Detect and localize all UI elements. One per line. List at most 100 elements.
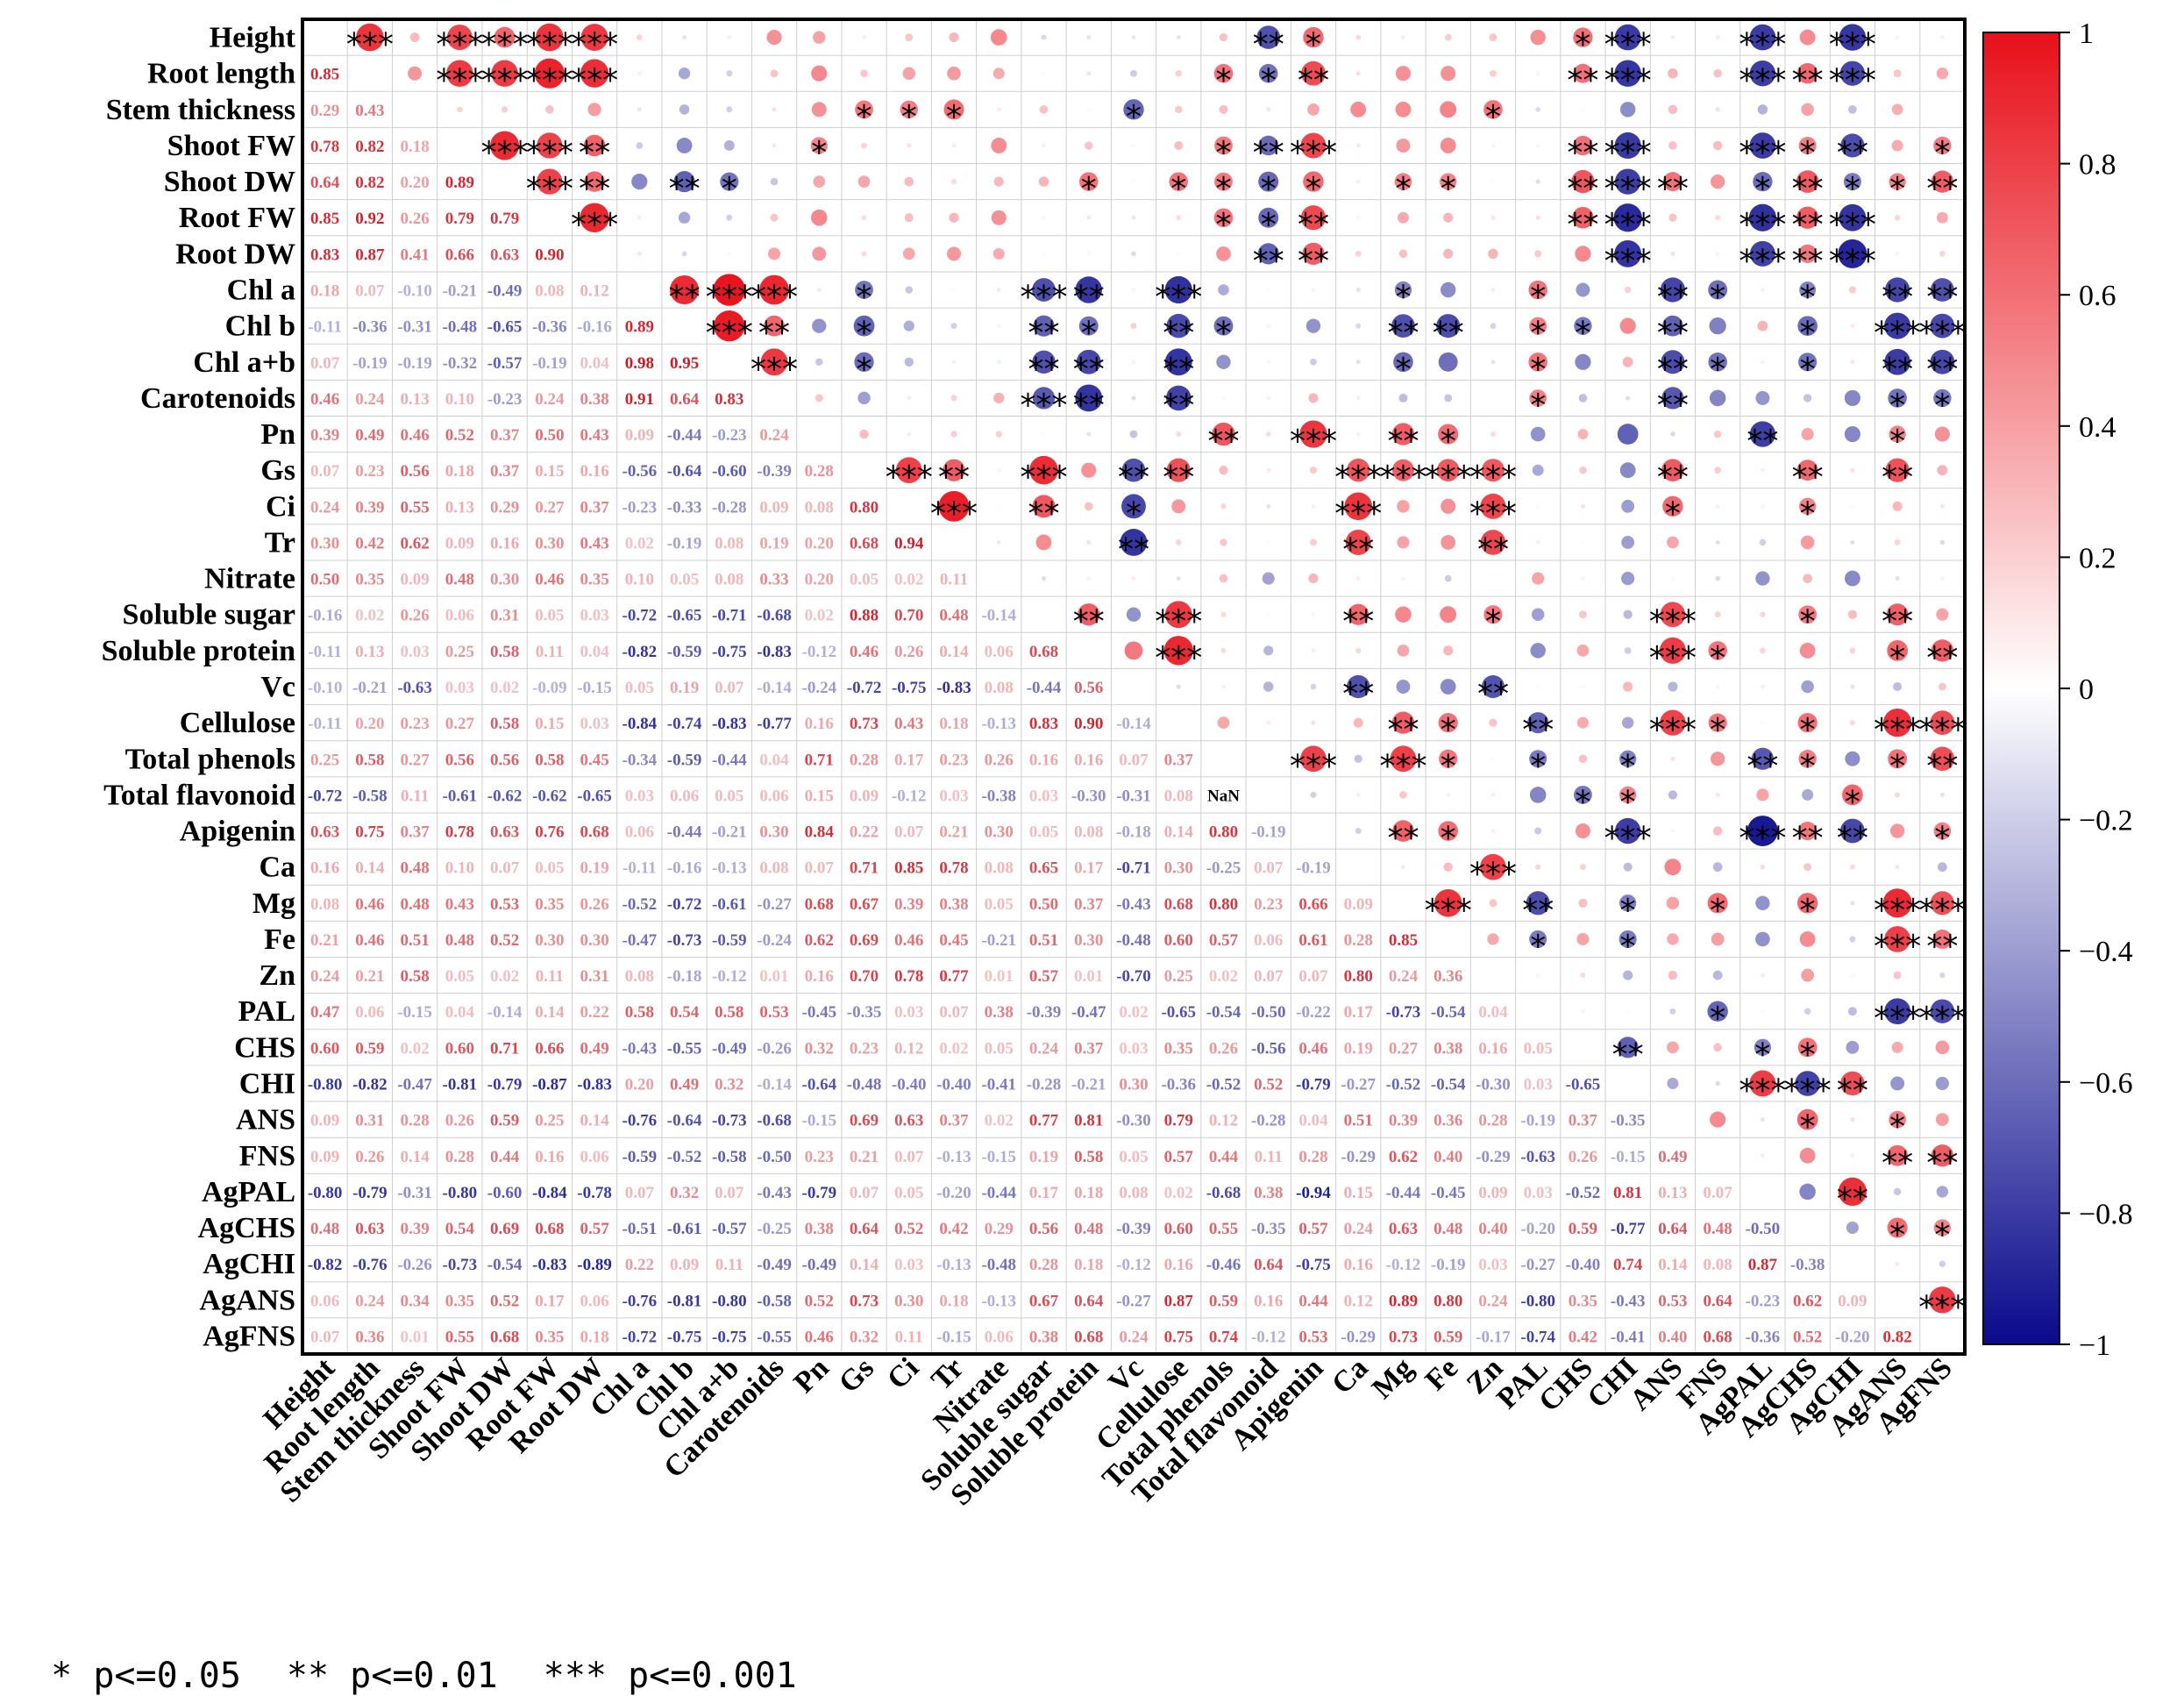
significance-stars: ** — [1792, 171, 1824, 207]
corr-value-label: 0.36 — [1433, 1112, 1462, 1130]
corr-value-label: -0.65 — [1161, 1003, 1196, 1022]
corr-circle — [1710, 1111, 1726, 1128]
significance-stars: *** — [436, 27, 483, 63]
corr-circle — [1301, 61, 1326, 86]
significance-stars: *** — [1739, 207, 1786, 243]
corr-value-label: 0.46 — [355, 931, 384, 950]
colorbar-tick-label: 1 — [2079, 18, 2094, 50]
corr-value-label: 0.23 — [1254, 895, 1283, 914]
corr-value-label: -0.16 — [577, 318, 612, 337]
corr-value-label: 0.51 — [400, 931, 429, 950]
corr-circle — [1308, 574, 1319, 584]
corr-circle — [1713, 68, 1722, 78]
corr-value-label: 0.65 — [1029, 859, 1058, 878]
corr-circle — [1576, 932, 1590, 946]
corr-circle — [1849, 864, 1855, 870]
significance-stars: *** — [1379, 748, 1426, 784]
corr-value-label: -0.11 — [622, 859, 657, 878]
corr-circle — [1660, 277, 1686, 303]
corr-circle — [1397, 644, 1410, 657]
corr-value-label: 0.32 — [805, 1039, 834, 1058]
corr-circle — [1668, 790, 1678, 800]
corr-value-label: 0.58 — [535, 751, 564, 769]
row-label: AgANS — [199, 1284, 295, 1316]
corr-circle — [1578, 394, 1588, 403]
row-label: FNS — [239, 1140, 295, 1172]
corr-value-label: 0.80 — [850, 498, 879, 517]
significance-stars: *** — [571, 207, 618, 243]
corr-circle — [1895, 35, 1900, 40]
significance-stars: * — [1215, 171, 1231, 207]
corr-value-label: 0.60 — [1164, 931, 1193, 950]
corr-value-label: 0.06 — [625, 823, 654, 842]
colorbar-tick-label: 0.4 — [2079, 411, 2116, 444]
significance-stars: ** — [1792, 460, 1824, 495]
corr-value-label: 0.24 — [1478, 1292, 1508, 1310]
corr-value-label: 0.19 — [1344, 1039, 1373, 1058]
corr-value-label: 0.07 — [490, 859, 520, 878]
corr-value-label: 0.16 — [580, 462, 608, 481]
corr-circle — [1392, 820, 1414, 842]
corr-value-label: 0.57 — [1029, 967, 1059, 986]
corr-circle — [1120, 529, 1148, 556]
corr-circle — [1355, 250, 1362, 257]
corr-circle — [1667, 1077, 1679, 1089]
corr-value-label: -0.31 — [397, 318, 432, 337]
corr-value-label: 0.80 — [1209, 823, 1238, 842]
corr-circle — [1490, 143, 1496, 148]
corr-value-label: -0.76 — [622, 1292, 658, 1310]
corr-circle — [1033, 315, 1055, 337]
corr-circle — [1623, 862, 1633, 872]
corr-circle — [813, 31, 826, 44]
corr-value-label: -0.68 — [757, 1112, 792, 1130]
row-label: Vc — [260, 671, 295, 703]
corr-value-label: 0.53 — [490, 895, 519, 914]
corr-circle — [1668, 213, 1677, 222]
row-label: AgCHI — [203, 1248, 295, 1280]
corr-circle — [494, 26, 516, 48]
corr-value-label: -0.26 — [757, 1039, 792, 1058]
corr-circle — [723, 140, 735, 151]
corr-circle — [1220, 395, 1226, 401]
corr-value-label: 0.03 — [1524, 1075, 1553, 1094]
significance-stars: * — [1215, 316, 1231, 352]
corr-circle — [1707, 1001, 1728, 1022]
corr-circle — [1355, 828, 1362, 835]
row-label: AgFNS — [203, 1320, 295, 1352]
corr-value-label: -0.50 — [1746, 1220, 1781, 1238]
corr-value-label: 0.07 — [805, 859, 835, 878]
corr-value-label: 0.73 — [850, 1292, 879, 1310]
corr-value-label: 0.10 — [445, 859, 474, 878]
corr-circle — [676, 138, 693, 153]
corr-value-label: -0.75 — [712, 1328, 747, 1346]
corr-circle — [1885, 458, 1910, 482]
corr-circle — [1574, 317, 1592, 335]
corr-value-label: -0.71 — [1116, 859, 1151, 878]
corr-value-label: 0.30 — [1074, 931, 1103, 950]
corr-circle — [1668, 141, 1677, 150]
significance-stars: * — [1710, 712, 1725, 748]
corr-circle — [1936, 68, 1949, 80]
corr-value-label: 0.06 — [580, 1148, 608, 1166]
corr-value-label: 0.07 — [894, 823, 924, 842]
corr-circle — [1930, 746, 1955, 772]
row-label: CHI — [239, 1067, 295, 1100]
significance-stars: ** — [1837, 135, 1868, 171]
corr-value-label: 0.36 — [355, 1328, 384, 1346]
corr-value-label: 0.38 — [985, 1003, 1014, 1022]
corr-value-label: 0.44 — [490, 1148, 520, 1166]
corr-circle — [1441, 66, 1456, 82]
corr-circle — [1709, 317, 1726, 335]
corr-value-label: 0.68 — [1704, 1328, 1732, 1346]
corr-circle — [1042, 251, 1047, 256]
corr-circle — [857, 391, 871, 405]
corr-value-label: 0.16 — [1074, 751, 1103, 769]
corr-value-label: -0.43 — [757, 1184, 792, 1202]
significance-stars: ** — [1118, 531, 1149, 567]
corr-circle — [1669, 1008, 1676, 1015]
corr-circle — [1803, 1008, 1811, 1015]
corr-circle — [770, 213, 779, 222]
corr-circle — [1131, 143, 1136, 148]
significance-stars: ** — [1926, 280, 1958, 316]
significance-stars: * — [1889, 388, 1905, 424]
